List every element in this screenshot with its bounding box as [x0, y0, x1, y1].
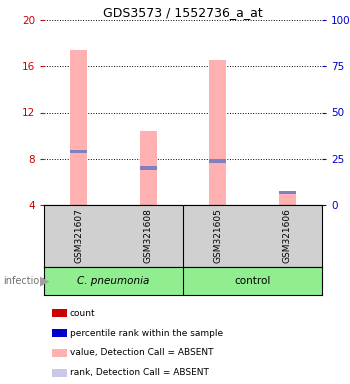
Title: GDS3573 / 1552736_a_at: GDS3573 / 1552736_a_at — [103, 6, 263, 19]
Bar — [44, 267, 183, 295]
Bar — [183, 267, 322, 295]
Bar — [52, 310, 67, 316]
Text: infection: infection — [4, 276, 46, 286]
Text: percentile rank within the sample: percentile rank within the sample — [70, 328, 223, 338]
Bar — [209, 159, 226, 163]
Text: count: count — [70, 308, 96, 318]
Bar — [70, 150, 88, 154]
Bar — [140, 131, 157, 205]
Bar — [209, 60, 226, 205]
Text: GSM321606: GSM321606 — [283, 209, 292, 263]
Bar — [52, 349, 67, 357]
Text: GSM321605: GSM321605 — [213, 209, 222, 263]
Bar — [279, 191, 296, 205]
Bar — [140, 166, 157, 170]
Text: control: control — [234, 276, 271, 286]
Bar — [52, 329, 67, 337]
Text: GSM321607: GSM321607 — [74, 209, 83, 263]
Text: ▶: ▶ — [40, 275, 50, 288]
Bar — [52, 369, 67, 377]
Bar — [279, 191, 296, 194]
Text: value, Detection Call = ABSENT: value, Detection Call = ABSENT — [70, 349, 214, 358]
Text: C. pneumonia: C. pneumonia — [77, 276, 150, 286]
Text: GSM321608: GSM321608 — [144, 209, 153, 263]
Text: rank, Detection Call = ABSENT: rank, Detection Call = ABSENT — [70, 369, 209, 377]
Bar — [70, 50, 88, 205]
